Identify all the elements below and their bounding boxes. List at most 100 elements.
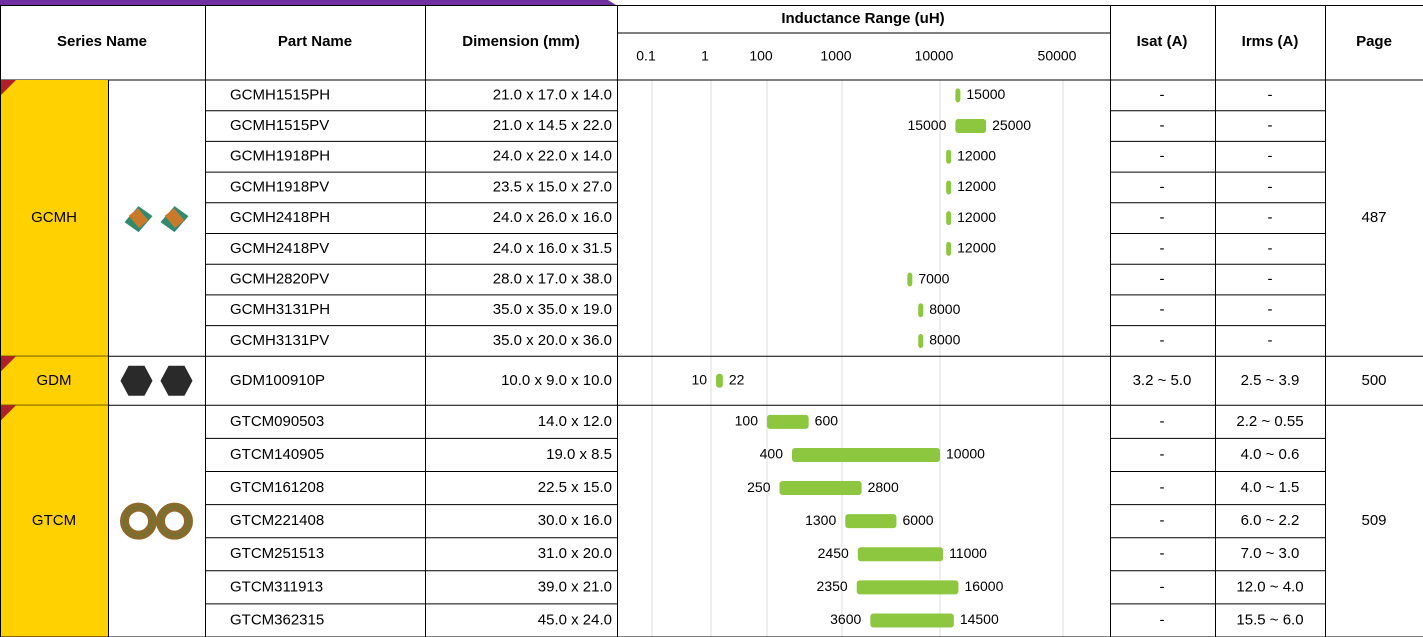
inductance-bar: [955, 119, 987, 134]
inductance-bar: [857, 547, 944, 562]
range-min-label: 3600: [830, 611, 861, 627]
series-cell: [0, 405, 108, 637]
irms: 4.0 ~ 0.6: [1241, 446, 1300, 463]
range-max-label: 25000: [992, 117, 1031, 133]
part-name: GCMH2418PV: [230, 240, 329, 257]
part-name: GTCM090503: [230, 413, 324, 430]
dimension: 35.0 x 35.0 x 19.0: [493, 301, 612, 318]
irms: 2.5 ~ 3.9: [1241, 372, 1300, 389]
inductance-bar: [845, 514, 897, 529]
part-name: GTCM362315: [230, 611, 324, 628]
inductance-bar: [946, 180, 952, 195]
irms: -: [1268, 209, 1273, 226]
range-max-label: 16000: [964, 578, 1003, 594]
irms: 2.2 ~ 0.55: [1236, 413, 1303, 430]
dimension: 39.0 x 21.0: [538, 578, 612, 595]
part-name: GCMH1515PV: [230, 117, 329, 134]
irms: -: [1268, 86, 1273, 103]
toroid-core: [123, 506, 154, 537]
dimension: 24.0 x 16.0 x 31.5: [493, 240, 612, 257]
part-name: GCMH2418PH: [230, 209, 330, 226]
series-name: GDM: [37, 372, 72, 389]
range-max-label: 12000: [957, 209, 996, 225]
scale-tick-label: 50000: [1038, 48, 1077, 64]
inductance-bar: [856, 580, 959, 595]
irms: 7.0 ~ 3.0: [1241, 545, 1300, 562]
series-name: GCMH: [31, 209, 77, 226]
isat: -: [1160, 545, 1165, 562]
range-min-label: 1300: [805, 512, 836, 528]
range-max-label: 12000: [957, 147, 996, 163]
part-name: GTCM311913: [230, 578, 323, 595]
dimension: 28.0 x 17.0 x 38.0: [493, 271, 612, 288]
corner-mark: [0, 80, 16, 96]
inductance-bar: [907, 272, 913, 287]
isat: -: [1160, 578, 1165, 595]
dimension: 24.0 x 26.0 x 16.0: [493, 209, 612, 226]
range-max-label: 600: [815, 413, 839, 429]
range-max-label: 2800: [868, 479, 899, 495]
irms: 6.0 ~ 2.2: [1241, 512, 1300, 529]
isat: -: [1160, 178, 1165, 195]
dimension: 21.0 x 14.5 x 22.0: [493, 117, 612, 134]
range-max-label: 15000: [966, 86, 1005, 102]
inductance-bar: [918, 303, 924, 318]
page-number: 509: [1361, 512, 1386, 529]
range-max-label: 12000: [957, 240, 996, 256]
range-min-label: 400: [760, 446, 784, 462]
irms: -: [1268, 148, 1273, 165]
inductance-bar: [946, 211, 952, 226]
corner-mark: [0, 356, 16, 373]
part-name: GTCM140905: [230, 446, 324, 463]
part-name: GCMH3131PV: [230, 332, 329, 349]
part-name: GTCM251513: [230, 545, 324, 562]
choke-icon: [160, 365, 193, 396]
part-name: GCMH3131PH: [230, 301, 330, 318]
isat: -: [1160, 611, 1165, 628]
scale-tick-label: 100: [749, 48, 773, 64]
irms: -: [1268, 301, 1273, 318]
range-max-label: 6000: [902, 512, 933, 528]
range-min-label: 10: [692, 372, 708, 388]
range-max-label: 8000: [929, 332, 960, 348]
header-irms: Irms (A): [1242, 33, 1299, 50]
header-dimension: Dimension (mm): [462, 33, 580, 50]
range-max-label: 11000: [949, 545, 987, 561]
series-cell: [0, 356, 108, 406]
inductance-bar: [946, 149, 952, 164]
part-name: GTCM221408: [230, 512, 324, 529]
inductance-bar: [716, 373, 723, 388]
range-max-label: 7000: [918, 270, 949, 286]
toroid-core: [159, 506, 190, 537]
range-max-label: 10000: [946, 446, 985, 462]
isat: -: [1160, 240, 1165, 257]
range-max-label: 22: [729, 372, 745, 388]
coil-winding: [164, 208, 185, 229]
inductance-bar: [918, 333, 924, 348]
dimension: 35.0 x 20.0 x 36.0: [493, 332, 612, 349]
irms: -: [1268, 332, 1273, 349]
scale-tick-label: 1: [701, 48, 709, 64]
range-max-label: 8000: [929, 301, 960, 317]
range-min-label: 100: [735, 413, 759, 429]
isat: -: [1160, 209, 1165, 226]
dimension: 23.5 x 15.0 x 27.0: [493, 178, 612, 195]
part-name: GCMH1918PV: [230, 178, 329, 195]
scale-tick-label: 1000: [820, 48, 851, 64]
part-name: GDM100910P: [230, 372, 325, 389]
isat: -: [1160, 117, 1165, 134]
isat: -: [1160, 512, 1165, 529]
irms: -: [1268, 117, 1273, 134]
isat: 3.2 ~ 5.0: [1133, 372, 1192, 389]
dimension: 19.0 x 8.5: [546, 446, 612, 463]
part-name: GCMH1515PH: [230, 86, 330, 103]
isat: -: [1160, 86, 1165, 103]
isat: -: [1160, 148, 1165, 165]
part-name: GCMH2820PV: [230, 271, 329, 288]
dimension: 22.5 x 15.0: [538, 479, 612, 496]
scale-tick-label: 0.1: [636, 48, 656, 64]
inductance-bar: [767, 414, 809, 429]
irms: -: [1268, 271, 1273, 288]
page-number: 487: [1361, 209, 1386, 226]
